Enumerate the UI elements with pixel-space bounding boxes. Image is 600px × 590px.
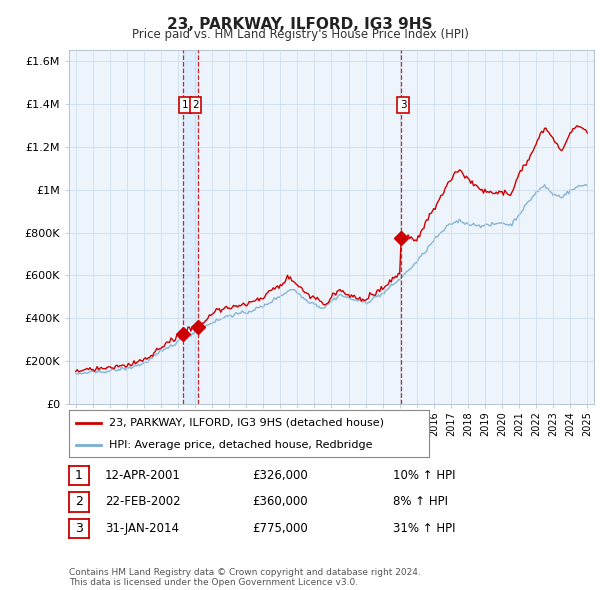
Text: 1: 1 xyxy=(75,468,83,482)
Bar xyxy=(183,50,197,404)
Text: 3: 3 xyxy=(400,100,406,110)
Text: 23, PARKWAY, ILFORD, IG3 9HS: 23, PARKWAY, ILFORD, IG3 9HS xyxy=(167,17,433,31)
Text: 22-FEB-2002: 22-FEB-2002 xyxy=(105,495,181,509)
Text: 23, PARKWAY, ILFORD, IG3 9HS (detached house): 23, PARKWAY, ILFORD, IG3 9HS (detached h… xyxy=(109,418,383,428)
Text: 2: 2 xyxy=(75,495,83,509)
Text: 3: 3 xyxy=(75,522,83,535)
Text: 31-JAN-2014: 31-JAN-2014 xyxy=(105,522,179,535)
Text: 2: 2 xyxy=(192,100,199,110)
Text: Price paid vs. HM Land Registry's House Price Index (HPI): Price paid vs. HM Land Registry's House … xyxy=(131,28,469,41)
Text: 1: 1 xyxy=(182,100,188,110)
Text: HPI: Average price, detached house, Redbridge: HPI: Average price, detached house, Redb… xyxy=(109,440,372,450)
Text: 8% ↑ HPI: 8% ↑ HPI xyxy=(393,495,448,509)
Text: £326,000: £326,000 xyxy=(252,468,308,482)
Text: 31% ↑ HPI: 31% ↑ HPI xyxy=(393,522,455,535)
Text: 12-APR-2001: 12-APR-2001 xyxy=(105,468,181,482)
Text: 10% ↑ HPI: 10% ↑ HPI xyxy=(393,468,455,482)
Text: £360,000: £360,000 xyxy=(252,495,308,509)
Text: £775,000: £775,000 xyxy=(252,522,308,535)
Text: Contains HM Land Registry data © Crown copyright and database right 2024.
This d: Contains HM Land Registry data © Crown c… xyxy=(69,568,421,587)
